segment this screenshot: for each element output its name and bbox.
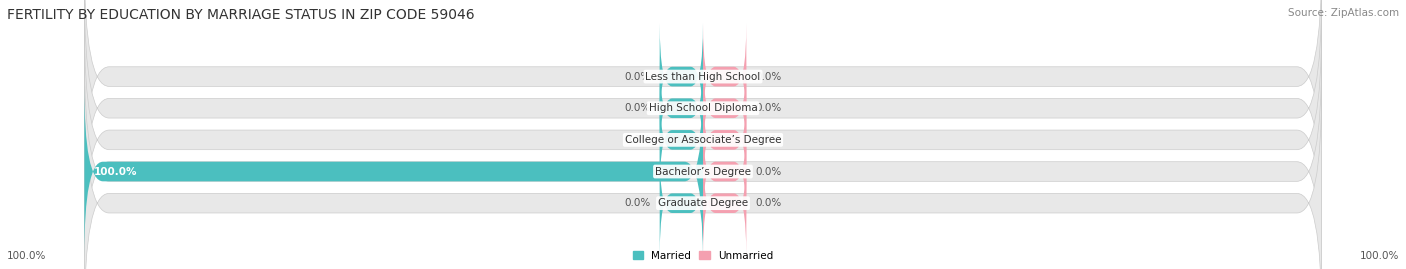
Text: 0.0%: 0.0% (755, 135, 782, 145)
Text: 0.0%: 0.0% (624, 72, 651, 82)
Text: 0.0%: 0.0% (755, 167, 782, 176)
Text: 0.0%: 0.0% (755, 103, 782, 113)
FancyBboxPatch shape (84, 23, 1322, 257)
Legend: Married, Unmarried: Married, Unmarried (633, 251, 773, 261)
FancyBboxPatch shape (84, 86, 703, 257)
Text: 0.0%: 0.0% (755, 198, 782, 208)
Text: 100.0%: 100.0% (7, 251, 46, 261)
Text: FERTILITY BY EDUCATION BY MARRIAGE STATUS IN ZIP CODE 59046: FERTILITY BY EDUCATION BY MARRIAGE STATU… (7, 8, 475, 22)
FancyBboxPatch shape (703, 118, 747, 225)
Text: 0.0%: 0.0% (624, 135, 651, 145)
FancyBboxPatch shape (703, 86, 747, 193)
Text: College or Associate’s Degree: College or Associate’s Degree (624, 135, 782, 145)
FancyBboxPatch shape (703, 150, 747, 257)
FancyBboxPatch shape (703, 23, 747, 130)
FancyBboxPatch shape (659, 55, 703, 162)
Text: Source: ZipAtlas.com: Source: ZipAtlas.com (1288, 8, 1399, 18)
Text: Graduate Degree: Graduate Degree (658, 198, 748, 208)
FancyBboxPatch shape (659, 150, 703, 257)
Text: High School Diploma: High School Diploma (648, 103, 758, 113)
Text: 100.0%: 100.0% (94, 167, 138, 176)
Text: Less than High School: Less than High School (645, 72, 761, 82)
FancyBboxPatch shape (703, 55, 747, 162)
FancyBboxPatch shape (659, 23, 703, 130)
Text: Bachelor’s Degree: Bachelor’s Degree (655, 167, 751, 176)
Text: 100.0%: 100.0% (1360, 251, 1399, 261)
FancyBboxPatch shape (659, 86, 703, 193)
Text: 0.0%: 0.0% (755, 72, 782, 82)
Text: 0.0%: 0.0% (624, 103, 651, 113)
FancyBboxPatch shape (84, 86, 1322, 269)
FancyBboxPatch shape (84, 0, 1322, 193)
FancyBboxPatch shape (84, 55, 1322, 269)
FancyBboxPatch shape (84, 0, 1322, 225)
Text: 0.0%: 0.0% (624, 198, 651, 208)
